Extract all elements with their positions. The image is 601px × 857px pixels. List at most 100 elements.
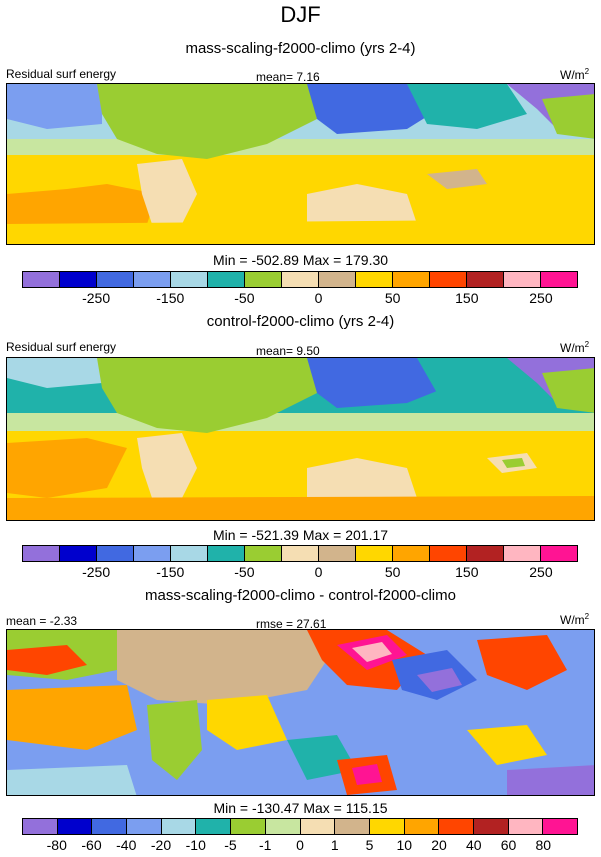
colorbar-swatch	[245, 272, 282, 287]
colorbar-swatch	[356, 272, 393, 287]
colorbar-tick-label: -150	[156, 290, 185, 306]
colorbar-tick-label: 5	[365, 837, 374, 853]
colorbar-tick-label: 60	[500, 837, 517, 853]
colorbar-swatch	[439, 819, 474, 834]
colorbar-swatch	[97, 272, 134, 287]
panel-3-rmse-label: rmse = 27.61	[256, 617, 327, 631]
colorbar-tick-label: -60	[81, 837, 102, 853]
panel-2-title: control-f2000-climo (yrs 2-4)	[206, 313, 395, 330]
colorbar-tick-label: -50	[234, 564, 255, 580]
colorbar-tick-label: 80	[535, 837, 552, 853]
panel-3-left-label: mean = -2.33	[6, 614, 78, 628]
colorbar-swatch	[430, 272, 467, 287]
colorbar-tick-label: -50	[234, 290, 255, 306]
colorbar-tick-label: -250	[82, 564, 111, 580]
colorbar-tick-label: -1	[259, 837, 272, 853]
colorbar-swatch	[282, 272, 319, 287]
colorbar-swatch	[57, 819, 93, 834]
colorbar-swatch	[543, 819, 577, 834]
colorbar-swatch	[231, 819, 266, 834]
colorbar-swatch	[171, 272, 208, 287]
colorbar-swatch	[404, 819, 440, 834]
colorbar-swatch	[282, 546, 319, 561]
colorbar-swatch	[541, 546, 577, 561]
colorbar-swatch	[208, 272, 245, 287]
panel-2-left-label: Residual surf energy	[6, 340, 117, 354]
colorbar-tick-label: 50	[384, 290, 401, 306]
colorbar-tick-label: 150	[455, 290, 479, 306]
colorbar-swatch	[335, 819, 370, 834]
colorbar-swatch	[60, 272, 97, 287]
colorbar-swatch	[393, 272, 430, 287]
colorbar-tick-label: -20	[150, 837, 172, 853]
colorbar-swatch	[319, 546, 356, 561]
panel-2-map-svg	[7, 358, 594, 520]
panel-2-colorbar	[22, 545, 578, 562]
colorbar-tick-label: 50	[384, 564, 401, 580]
colorbar-swatch	[60, 546, 97, 561]
colorbar-swatch	[319, 272, 356, 287]
colorbar-swatch	[541, 272, 577, 287]
colorbar-swatch	[467, 546, 504, 561]
colorbar-tick-label: 20	[431, 837, 447, 853]
colorbar-swatch	[300, 819, 336, 834]
colorbar-swatch	[23, 819, 58, 834]
colorbar-tick-label: 150	[455, 564, 479, 580]
panel-2-map	[6, 357, 595, 521]
panel-1-map	[6, 83, 595, 245]
colorbar-tick-label: 0	[314, 564, 323, 580]
colorbar-swatch	[504, 546, 541, 561]
colorbar-tick-label: -150	[156, 564, 185, 580]
colorbar-swatch	[97, 546, 134, 561]
colorbar-swatch	[134, 546, 171, 561]
panel-3-title: mass-scaling-f2000-climo - control-f2000…	[145, 587, 456, 604]
panel-2-stats: Min = -521.39 Max = 201.17	[212, 527, 389, 543]
colorbar-tick-label: 40	[465, 837, 482, 853]
colorbar-swatch	[265, 819, 301, 834]
colorbar-tick-label: -80	[46, 837, 67, 853]
panel-3-colorbar	[22, 818, 578, 835]
colorbar-swatch	[208, 546, 245, 561]
colorbar-swatch	[430, 546, 467, 561]
panel-3-units: W/m2	[560, 612, 590, 627]
panel-1-title: mass-scaling-f2000-climo (yrs 2-4)	[185, 40, 416, 57]
colorbar-tick-label: -10	[185, 837, 206, 853]
colorbar-swatch	[245, 546, 282, 561]
colorbar-swatch	[23, 272, 60, 287]
colorbar-swatch	[127, 819, 162, 834]
panel-1-mean-label: mean= 7.16	[256, 70, 320, 84]
colorbar-swatch	[356, 546, 393, 561]
colorbar-tick-label: 10	[396, 837, 413, 853]
colorbar-tick-label: 250	[529, 564, 553, 580]
colorbar-swatch	[393, 546, 430, 561]
panel-2-units: W/m2	[560, 340, 590, 355]
panel-2-mean-label: mean= 9.50	[256, 344, 320, 358]
colorbar-swatch	[134, 272, 171, 287]
panel-3-map-svg	[7, 630, 594, 795]
panel-1-units: W/m2	[560, 67, 590, 82]
colorbar-swatch	[23, 546, 60, 561]
colorbar-swatch	[92, 819, 128, 834]
colorbar-tick-label: -40	[116, 837, 137, 853]
colorbar-tick-label: -250	[82, 290, 111, 306]
colorbar-swatch	[504, 272, 541, 287]
colorbar-tick-label: 250	[529, 290, 553, 306]
colorbar-tick-label: -5	[224, 837, 237, 853]
colorbar-swatch	[369, 819, 405, 834]
colorbar-swatch	[508, 819, 544, 834]
panel-1-left-label: Residual surf energy	[6, 67, 117, 81]
colorbar-swatch	[161, 819, 197, 834]
panel-1-stats: Min = -502.89 Max = 179.30	[212, 252, 389, 268]
colorbar-tick-label: 1	[330, 837, 339, 853]
main-title: DJF	[280, 2, 321, 27]
panel-3-map	[6, 629, 595, 796]
colorbar-tick-label: 0	[314, 290, 323, 306]
colorbar-tick-label: 0	[296, 837, 304, 853]
colorbar-swatch	[473, 819, 509, 834]
colorbar-swatch	[196, 819, 232, 834]
colorbar-swatch	[467, 272, 504, 287]
panel-1-map-svg	[7, 84, 594, 244]
panel-3-stats: Min = -130.47 Max = 115.15	[213, 800, 388, 816]
colorbar-swatch	[171, 546, 208, 561]
panel-1-colorbar	[22, 271, 578, 288]
